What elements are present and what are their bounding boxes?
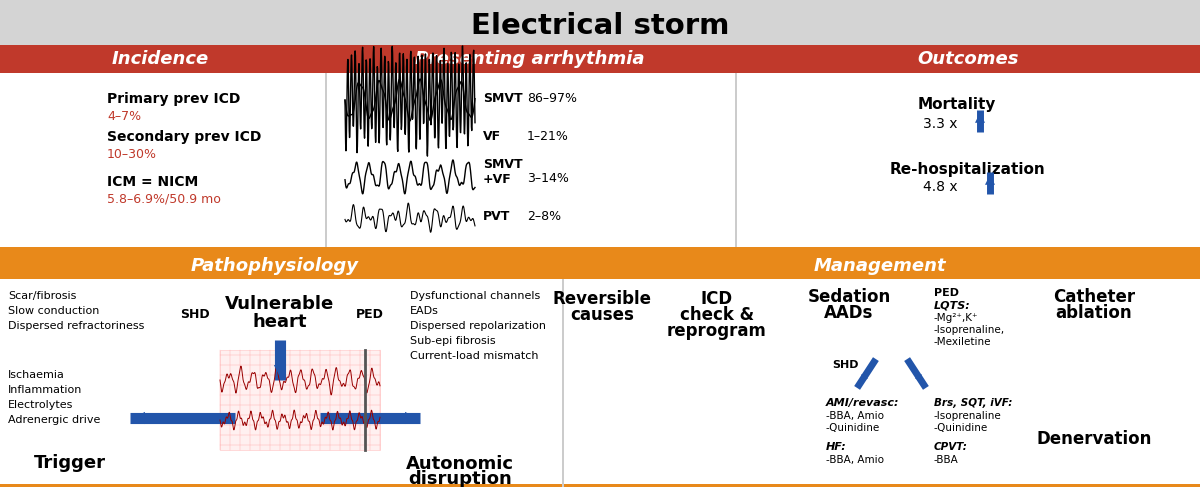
Bar (0, 0, 1200, 45)
Text: heart: heart (253, 313, 307, 331)
Bar (0, 45, 1200, 48)
Text: -BBA, Amio: -BBA, Amio (826, 411, 884, 421)
Text: -BBA: -BBA (934, 455, 959, 465)
Text: Inflammation: Inflammation (8, 385, 83, 395)
Text: Electrolytes: Electrolytes (8, 400, 73, 410)
Text: Denervation: Denervation (1037, 430, 1152, 448)
Text: ICM = NICM: ICM = NICM (107, 175, 198, 189)
Text: Adrenergic drive: Adrenergic drive (8, 415, 101, 425)
Text: SMVT
+VF: SMVT +VF (482, 158, 523, 186)
Bar (562, 279, 564, 487)
Text: Catheter: Catheter (1052, 288, 1135, 306)
Text: Sedation: Sedation (808, 288, 890, 306)
Text: check &: check & (680, 306, 754, 324)
Bar (220, 350, 380, 450)
Text: 86–97%: 86–97% (527, 92, 577, 105)
Text: Current-load mismatch: Current-load mismatch (410, 351, 539, 361)
Text: Secondary prev ICD: Secondary prev ICD (107, 130, 262, 144)
Text: LQTS:: LQTS: (934, 300, 971, 310)
Text: Dispersed refractoriness: Dispersed refractoriness (8, 321, 144, 331)
Text: PED: PED (356, 308, 384, 321)
Text: Brs, SQT, iVF:: Brs, SQT, iVF: (934, 398, 1013, 408)
Text: Slow conduction: Slow conduction (8, 306, 100, 316)
Bar (0, 253, 1200, 487)
Bar (0, 253, 1200, 279)
Text: EADs: EADs (410, 306, 439, 316)
Bar (0, 247, 1200, 253)
Text: -Isoprenaline: -Isoprenaline (934, 411, 1002, 421)
Bar (0, 484, 1200, 487)
Text: VF: VF (482, 131, 502, 144)
Text: Trigger: Trigger (34, 454, 106, 472)
Text: Primary prev ICD: Primary prev ICD (107, 92, 240, 106)
Text: PED: PED (934, 288, 959, 298)
Text: ablation: ablation (1056, 304, 1133, 322)
Text: Electrical storm: Electrical storm (470, 12, 730, 40)
Text: Ischaemia: Ischaemia (8, 370, 65, 380)
Text: Presenting arrhythmia: Presenting arrhythmia (415, 50, 644, 68)
Bar (325, 73, 326, 250)
Text: AMI/revasc:: AMI/revasc: (826, 398, 900, 408)
Text: Incidence: Incidence (112, 50, 209, 68)
Text: 2–8%: 2–8% (527, 209, 562, 223)
Text: SHD: SHD (180, 308, 210, 321)
Text: HF:: HF: (826, 442, 847, 452)
Text: Re-hospitalization: Re-hospitalization (890, 162, 1045, 177)
Text: Dispersed repolarization: Dispersed repolarization (410, 321, 546, 331)
Text: AADs: AADs (824, 304, 874, 322)
Text: 4.8 x: 4.8 x (923, 180, 958, 194)
Text: Scar/fibrosis: Scar/fibrosis (8, 291, 77, 301)
Text: SMVT: SMVT (482, 92, 523, 105)
Text: SHD: SHD (833, 360, 859, 370)
Bar (0, 45, 1200, 250)
Text: Dysfunctional channels: Dysfunctional channels (410, 291, 540, 301)
Text: Sub-epi fibrosis: Sub-epi fibrosis (410, 336, 496, 346)
Text: 1–21%: 1–21% (527, 131, 569, 144)
Text: Pathophysiology: Pathophysiology (191, 257, 359, 275)
Text: CPVT:: CPVT: (934, 442, 968, 452)
Text: disruption: disruption (408, 470, 512, 487)
Text: ICD: ICD (701, 290, 733, 308)
Bar (0, 45, 1200, 73)
Text: Vulnerable: Vulnerable (226, 295, 335, 313)
Text: 3–14%: 3–14% (527, 171, 569, 185)
Text: 10–30%: 10–30% (107, 148, 157, 161)
Text: Mortality: Mortality (918, 97, 996, 112)
Text: -Quinidine: -Quinidine (826, 423, 881, 433)
Text: 5.8–6.9%/50.9 mo: 5.8–6.9%/50.9 mo (107, 193, 221, 206)
Text: PVT: PVT (482, 209, 510, 223)
Text: 3.3 x: 3.3 x (923, 117, 958, 131)
Text: 4–7%: 4–7% (107, 110, 142, 123)
Text: Management: Management (814, 257, 947, 275)
Text: -Quinidine: -Quinidine (934, 423, 989, 433)
Bar (734, 73, 737, 250)
Text: -BBA, Amio: -BBA, Amio (826, 455, 884, 465)
Text: causes: causes (570, 306, 634, 324)
Text: Reversible: Reversible (552, 290, 652, 308)
Text: -Isoprenaline,: -Isoprenaline, (934, 325, 1006, 335)
Text: Outcomes: Outcomes (917, 50, 1019, 68)
Text: -Mexiletine: -Mexiletine (934, 337, 991, 347)
Bar (0, 247, 1200, 250)
Text: Autonomic: Autonomic (406, 455, 514, 473)
Text: reprogram: reprogram (667, 322, 767, 340)
Text: -Mg²⁺,K⁺: -Mg²⁺,K⁺ (934, 313, 978, 323)
